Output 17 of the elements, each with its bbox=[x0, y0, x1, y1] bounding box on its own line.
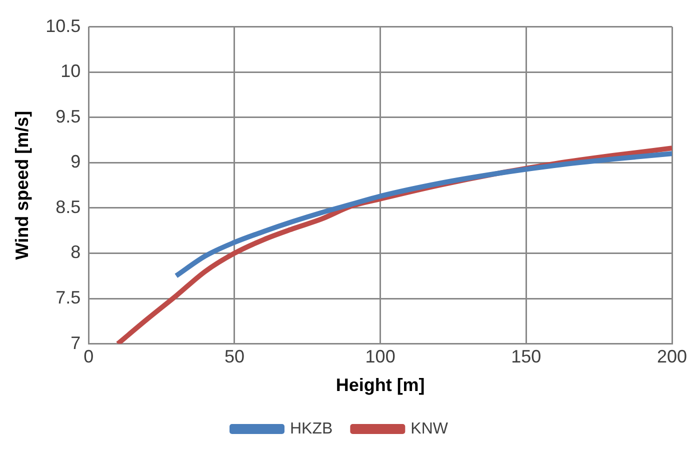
y-tick-label: 8 bbox=[70, 242, 81, 262]
legend-label: KNW bbox=[410, 420, 449, 438]
x-tick-label: 50 bbox=[224, 346, 244, 367]
legend-label: HKZB bbox=[290, 420, 333, 438]
y-tick-label: 8.5 bbox=[56, 196, 81, 217]
x-tick-label: 0 bbox=[84, 346, 94, 367]
y-tick-label: 10.5 bbox=[46, 16, 81, 36]
y-tick-label: 10 bbox=[60, 61, 81, 82]
x-tick-label: 100 bbox=[365, 346, 396, 367]
y-tick-label: 9 bbox=[70, 152, 81, 172]
x-tick-label: 200 bbox=[656, 346, 688, 367]
y-tick-label: 7.5 bbox=[56, 287, 81, 308]
x-axis-title: Height [m] bbox=[336, 375, 425, 396]
y-axis-title: Wind speed [m/s] bbox=[12, 110, 32, 260]
y-tick-label: 7 bbox=[70, 332, 81, 353]
x-tick-label: 150 bbox=[511, 346, 542, 367]
y-tick-label: 9.5 bbox=[56, 106, 81, 126]
